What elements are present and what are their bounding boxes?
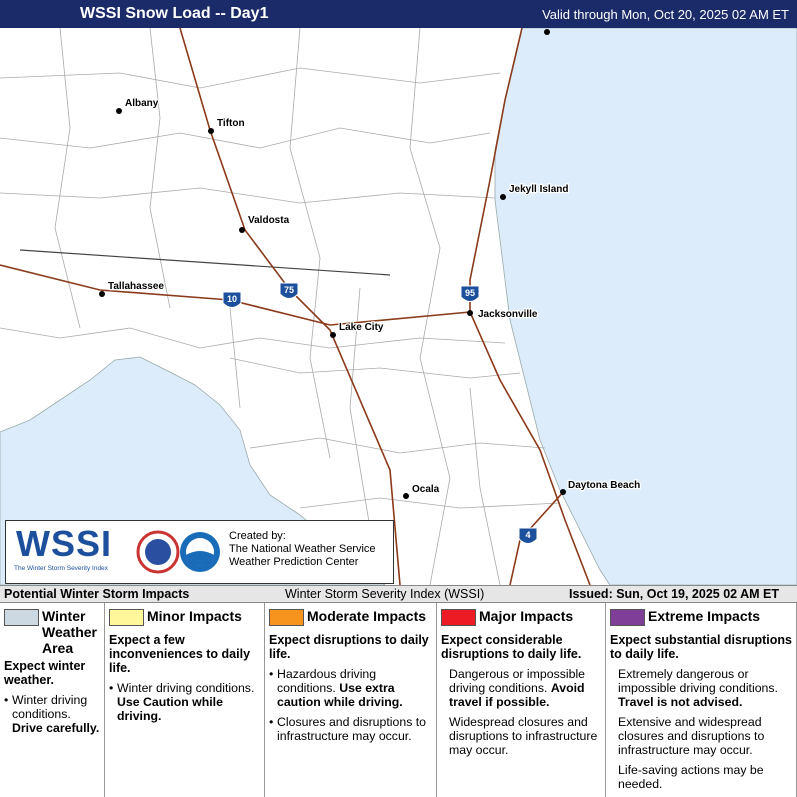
headline: Expect considerable disruptions to daily… <box>441 633 582 661</box>
item-text: Winter driving conditions. <box>117 681 255 695</box>
title: WSSI Snow Load -- Day1 <box>80 5 269 22</box>
legend-body: Expect substantial disruptions to daily … <box>610 633 792 791</box>
legend-column: Moderate Impacts Expect disruptions to da… <box>265 603 437 797</box>
legend-title: Extreme Impacts <box>648 608 761 624</box>
impact-item: Closures and disruptions to infrastructu… <box>269 715 432 743</box>
item-text: Dangerous or impossible driving conditio… <box>449 667 586 695</box>
city-dot <box>239 227 245 233</box>
impact-item: Extremely dangerous or impossible drivin… <box>610 667 792 709</box>
shields: 10 75 95 4 <box>222 282 538 544</box>
city-dot <box>403 493 409 499</box>
impact-item: Winter driving conditions. Drive careful… <box>4 693 100 735</box>
status-bar: Potential Winter Storm Impacts Winter St… <box>0 585 797 603</box>
swatch <box>4 609 39 626</box>
agency-logos <box>136 530 220 574</box>
impact-item: Widespread closures and disruptions to i… <box>441 715 601 757</box>
credits: Created by: The National Weather Service… <box>229 530 376 569</box>
legend-title: Winter Weather Area <box>42 608 97 656</box>
item-emphasis: Use Caution while driving. <box>117 695 223 723</box>
item-text: Widespread closures and disruptions to i… <box>449 715 598 757</box>
item-text: Winter driving conditions. <box>12 693 88 721</box>
map: 10 75 95 4 Albany Tifton Valdosta Jekyll… <box>0 28 797 585</box>
legend-column: Extreme Impacts Expect substantial disrup… <box>606 603 797 797</box>
city-dot <box>116 108 122 114</box>
swatch <box>441 609 476 626</box>
city-label: Ocala <box>412 484 440 495</box>
item-text: Closures and disruptions to infrastructu… <box>277 715 427 743</box>
item-text: Extensive and widespread closures and di… <box>618 715 765 757</box>
city-label: Tifton <box>217 118 245 129</box>
headline: Expect winter weather. <box>4 659 86 687</box>
impact-item: Life-saving actions may be needed. <box>610 763 792 791</box>
logo-subtitle: The Winter Storm Severity Index <box>14 565 108 572</box>
impact-item: Dangerous or impossible driving conditio… <box>441 667 601 709</box>
valid-time: Valid through Mon, Oct 20, 2025 02 AM ET <box>542 7 789 22</box>
swatch <box>109 609 144 626</box>
shield-label: 10 <box>227 294 237 304</box>
item-emphasis: Use extra caution while driving. <box>277 681 403 709</box>
city-dot <box>500 194 506 200</box>
wssi-logo: WSSI <box>16 523 113 564</box>
status-center: Winter Storm Severity Index (WSSI) <box>285 587 485 601</box>
legend-body: Expect a few inconveniences to daily lif… <box>109 633 260 723</box>
shield-label: 4 <box>525 530 530 540</box>
org: The National Weather Service <box>229 543 376 555</box>
city-dot <box>208 128 214 134</box>
city-label: Tallahassee <box>108 281 164 292</box>
headline: Expect a few inconveniences to daily lif… <box>109 633 251 675</box>
legend-column: Minor Impacts Expect a few inconveniences… <box>105 603 265 797</box>
item-emphasis: Travel is not advised. <box>618 695 743 709</box>
city-dot <box>467 310 473 316</box>
org: Weather Prediction Center <box>229 556 359 568</box>
legend-column: Major Impacts Expect considerable disrupt… <box>437 603 606 797</box>
shield-label: 75 <box>284 285 294 295</box>
city-dot <box>330 332 336 338</box>
legend-body: Expect disruptions to daily life. Hazardo… <box>269 633 432 743</box>
legend-title: Minor Impacts <box>147 608 242 624</box>
legend-body: Expect winter weather. Winter driving con… <box>4 659 100 735</box>
status-left: Potential Winter Storm Impacts <box>4 587 190 601</box>
city-label: Jacksonville <box>478 309 538 320</box>
city-dot <box>560 489 566 495</box>
headline: Expect substantial disruptions to daily … <box>610 633 792 661</box>
item-text: Life-saving actions may be needed. <box>618 763 764 791</box>
shield-label: 95 <box>465 288 475 298</box>
city-label: Jekyll Island <box>509 184 568 195</box>
legend-column: Winter Weather Area Expect winter weather… <box>0 603 105 797</box>
swatch <box>269 609 304 626</box>
impact-item: Winter driving conditions. Use Caution w… <box>109 681 260 723</box>
city-label: Albany <box>125 98 159 109</box>
item-text: Hazardous driving conditions. <box>277 667 377 695</box>
legend-title: Major Impacts <box>479 608 574 624</box>
item-emphasis: Avoid travel if possible. <box>449 681 585 709</box>
county-lines <box>0 28 561 585</box>
item-emphasis: Drive carefully. <box>12 721 100 735</box>
city-label: Lake City <box>339 322 384 333</box>
logo-box: WSSI The Winter Storm Severity Index Cre… <box>5 520 394 584</box>
legend-title: Moderate Impacts <box>307 608 427 624</box>
header: WSSI Snow Load -- Day1 Valid through Mon… <box>0 0 797 28</box>
created-by: Created by: <box>229 530 286 542</box>
headline: Expect disruptions to daily life. <box>269 633 429 661</box>
cities: Albany Tifton Valdosta Jekyll Island Tal… <box>99 29 642 499</box>
legend-body: Expect considerable disruptions to daily… <box>441 633 601 757</box>
city-dot <box>544 29 550 35</box>
swatch <box>610 609 645 626</box>
city-label: Valdosta <box>248 215 290 226</box>
impact-item: Extensive and widespread closures and di… <box>610 715 792 757</box>
state-line <box>19 249 391 276</box>
status-right: Issued: Sun, Oct 19, 2025 02 AM ET <box>568 587 779 601</box>
city-label: Daytona Beach <box>568 480 640 491</box>
impact-item: Hazardous driving conditions. Use extra … <box>269 667 432 709</box>
city-dot <box>99 291 105 297</box>
item-text: Extremely dangerous or impossible drivin… <box>618 667 778 695</box>
